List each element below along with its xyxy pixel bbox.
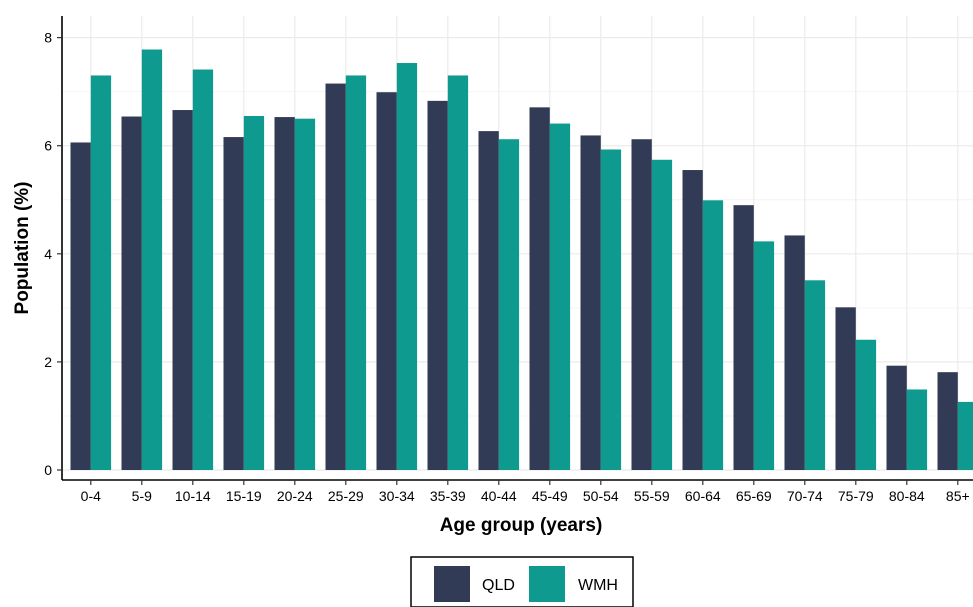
legend-swatch-qld	[434, 566, 470, 602]
y-axis-title: Population (%)	[12, 182, 33, 315]
x-tick-label: 70-74	[787, 488, 823, 504]
legend-label-qld: QLD	[482, 577, 515, 594]
x-tick-label: 30-34	[379, 488, 415, 504]
x-tick-label: 15-19	[226, 488, 262, 504]
x-tick-label: 50-54	[583, 488, 619, 504]
legend-label-wmh: WMH	[578, 577, 618, 594]
bar-wmh-85+	[957, 401, 973, 470]
bar-qld-50-54	[580, 135, 601, 470]
bar-qld-75-79	[835, 307, 856, 470]
bar-wmh-25-29	[345, 75, 367, 470]
x-tick-label: 65-69	[736, 488, 772, 504]
bar-qld-65-69	[733, 205, 754, 470]
y-tick-label: 2	[44, 354, 52, 370]
y-tick-labels: 0 2 4 6 8	[44, 30, 52, 478]
x-axis-title: Age group (years)	[440, 515, 603, 536]
x-tick-label: 45-49	[532, 488, 568, 504]
bar-qld-45-49	[529, 107, 550, 470]
x-tick-label: 80-84	[889, 488, 925, 504]
x-tick-label: 5-9	[132, 488, 152, 504]
bar-wmh-5-9	[141, 49, 163, 471]
bar-qld-40-44	[478, 131, 499, 470]
bar-qld-25-29	[325, 83, 346, 471]
bar-wmh-30-34	[396, 63, 418, 471]
legend: QLD WMH	[410, 556, 634, 607]
bar-wmh-50-54	[600, 149, 622, 470]
bar-qld-60-64	[682, 170, 703, 471]
bar-qld-10-14	[172, 110, 193, 471]
bar-wmh-80-84	[906, 389, 928, 470]
bar-wmh-0-4	[90, 75, 112, 470]
bar-wmh-55-59	[651, 159, 673, 470]
bar-qld-70-74	[784, 235, 805, 470]
y-tick-label: 8	[44, 30, 52, 46]
bar-wmh-65-69	[753, 241, 775, 470]
bar-qld-20-24	[274, 117, 295, 471]
x-tick-label: 40-44	[481, 488, 517, 504]
x-tick-label: 0-4	[81, 488, 101, 504]
x-tick-label: 20-24	[277, 488, 313, 504]
bar-qld-30-34	[376, 92, 397, 470]
x-tick-label: 10-14	[175, 488, 211, 504]
bar-qld-35-39	[427, 100, 448, 470]
bar-qld-0-4	[70, 142, 91, 470]
bar-wmh-35-39	[447, 75, 469, 470]
y-tick-label: 0	[44, 462, 52, 478]
x-tick-label: 35-39	[430, 488, 466, 504]
bar-wmh-40-44	[498, 139, 520, 470]
y-tick-label: 6	[44, 138, 52, 154]
bar-wmh-60-64	[702, 200, 724, 471]
y-tick-label: 4	[44, 246, 52, 262]
x-tick-label: 75-79	[838, 488, 874, 504]
bar-qld-80-84	[886, 365, 907, 470]
bar-qld-85+	[937, 372, 958, 470]
bar-wmh-20-24	[294, 118, 316, 470]
axes	[57, 16, 973, 485]
bar-wmh-45-49	[549, 123, 571, 471]
bar-qld-5-9	[121, 116, 142, 471]
bar-wmh-75-79	[855, 339, 877, 470]
x-tick-label: 85+	[946, 488, 970, 504]
bars	[70, 49, 973, 471]
legend-swatch-wmh	[529, 566, 565, 602]
bar-wmh-70-74	[804, 280, 826, 470]
x-tick-label: 60-64	[685, 488, 721, 504]
bar-wmh-10-14	[192, 69, 214, 470]
bar-qld-15-19	[223, 137, 244, 471]
x-tick-label: 25-29	[328, 488, 364, 504]
bar-qld-55-59	[631, 139, 652, 470]
x-tick-label: 55-59	[634, 488, 670, 504]
bar-wmh-15-19	[243, 115, 265, 470]
x-tick-labels: 0-4 5-9 10-14 15-19 20-24 25-29 30-34 35-39 40-4…	[81, 488, 970, 504]
